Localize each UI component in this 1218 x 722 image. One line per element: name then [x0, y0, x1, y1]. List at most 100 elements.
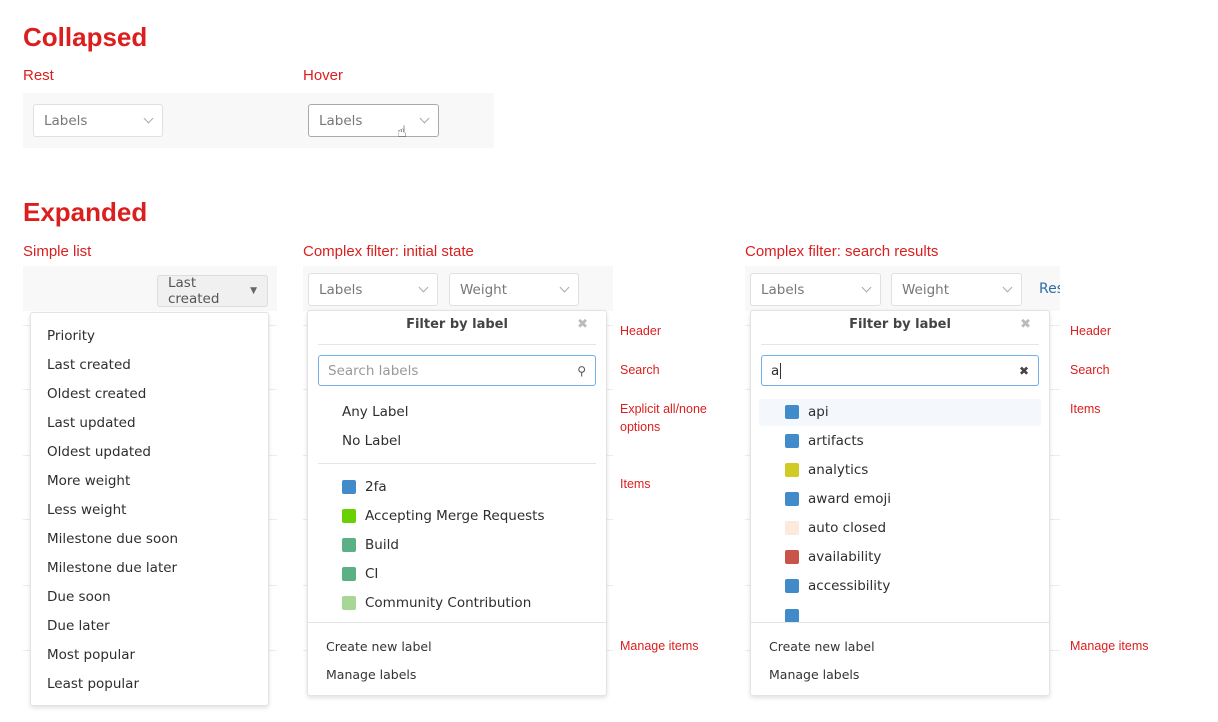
sort-text: Last created: [168, 275, 220, 307]
weight-filter-button[interactable]: Weight: [891, 273, 1022, 306]
create-new-label-link[interactable]: Create new label: [769, 639, 875, 654]
label-name: Community Contribution: [365, 594, 532, 611]
simple-list-label: Simple list: [23, 243, 92, 260]
label-color-swatch: [785, 462, 799, 477]
label-name: analytics: [808, 461, 869, 478]
label-item[interactable]: Build: [308, 530, 606, 559]
label-color-swatch: [785, 609, 799, 622]
search-labels-input[interactable]: Search labels ⚲: [318, 355, 596, 386]
label-name: artifacts: [808, 432, 864, 449]
label-item[interactable]: Accepting Merge Requests: [308, 501, 606, 530]
option-no-label[interactable]: No Label: [342, 432, 402, 449]
search-icon: ⚲: [577, 363, 586, 378]
chevron-down-icon: [419, 113, 430, 124]
annotation-search: Search: [1070, 363, 1110, 377]
label-item[interactable]: artifacts: [751, 426, 1049, 455]
clear-icon[interactable]: ✖: [1018, 363, 1029, 378]
sort-option[interactable]: Least popular: [47, 675, 140, 692]
sort-option[interactable]: Most popular: [47, 646, 136, 663]
labels-filter-button[interactable]: Labels: [750, 273, 881, 306]
close-icon[interactable]: ✖: [1020, 317, 1031, 332]
label-color-swatch: [785, 549, 799, 564]
expanded-title: Expanded: [23, 197, 148, 227]
label-color-swatch: [342, 537, 356, 552]
label-item[interactable]: CI: [308, 559, 606, 588]
label-item[interactable]: award emoji: [751, 484, 1049, 513]
label-name: Accepting Merge Requests: [365, 507, 545, 524]
label-name: availability: [808, 548, 882, 565]
labels-text: Labels: [761, 281, 805, 298]
annotation-manage: Manage items: [1070, 639, 1149, 653]
label-color-swatch: [342, 595, 356, 610]
sort-option[interactable]: Last updated: [47, 414, 136, 431]
manage-labels-link[interactable]: Manage labels: [769, 667, 860, 682]
sort-option[interactable]: Less weight: [47, 501, 127, 518]
annotation-search: Search: [620, 363, 660, 377]
chevron-down-icon: [861, 282, 872, 293]
annotation-items: Items: [1070, 402, 1101, 416]
sort-option[interactable]: Oldest created: [47, 385, 147, 402]
label-item[interactable]: accessibility: [751, 571, 1049, 600]
sort-option[interactable]: Milestone due later: [47, 559, 178, 576]
sort-option[interactable]: More weight: [47, 472, 131, 489]
search-labels-input[interactable]: a ✖: [761, 355, 1039, 386]
label-item[interactable]: analytics: [751, 455, 1049, 484]
label-item[interactable]: availability: [751, 542, 1049, 571]
sort-option[interactable]: Due later: [47, 617, 110, 634]
labels-filter-button[interactable]: Labels: [308, 273, 438, 306]
label-filter-dropdown: Filter by label ✖ Search labels ⚲ Any Lab…: [307, 310, 607, 696]
chevron-down-icon: [143, 113, 154, 124]
reset-link[interactable]: Res: [1039, 281, 1060, 297]
caret-down-icon: ▼: [250, 286, 257, 296]
label-item[interactable]: Community Contribution: [308, 588, 606, 617]
label-color-swatch: [785, 578, 799, 593]
chevron-down-icon: [418, 282, 429, 293]
label-name: award emoji: [808, 490, 891, 507]
label-name: Build: [365, 536, 399, 553]
sort-option[interactable]: Last created: [47, 356, 131, 373]
weight-text: Weight: [902, 281, 950, 298]
hover-label: Hover: [303, 67, 344, 84]
label-name: CI: [365, 565, 379, 582]
sort-option[interactable]: Milestone due soon: [47, 530, 179, 547]
label-color-swatch: [342, 508, 356, 523]
label-name: accessibility: [808, 577, 891, 594]
search-value: a: [771, 362, 782, 379]
sort-dropdown-button[interactable]: Last created ▼: [157, 275, 268, 307]
collapsed-title: Collapsed: [23, 22, 148, 52]
label-item[interactable]: auto closed: [751, 513, 1049, 542]
pointer-cursor-icon: ☝: [397, 122, 407, 141]
sort-option[interactable]: Due soon: [47, 588, 111, 605]
rest-label: Rest: [23, 67, 54, 84]
manage-labels-link[interactable]: Manage labels: [326, 667, 417, 682]
option-any-label[interactable]: Any Label: [342, 403, 409, 420]
sort-option[interactable]: Oldest updated: [47, 443, 152, 460]
labels-dropdown-hover[interactable]: Labels: [308, 104, 439, 137]
annotation-header: Header: [1070, 324, 1111, 338]
chevron-down-icon: [559, 282, 570, 293]
create-new-label-link[interactable]: Create new label: [326, 639, 432, 654]
annotation-manage: Manage items: [620, 639, 699, 653]
search-placeholder: Search labels: [328, 362, 419, 379]
sort-option[interactable]: Priority: [47, 327, 96, 344]
label-color-swatch: [785, 433, 799, 448]
annotation-items: Items: [620, 477, 651, 491]
chevron-down-icon: [1002, 282, 1013, 293]
annotation-header: Header: [620, 324, 661, 338]
label-color-swatch: [785, 491, 799, 506]
initial-state-label: Complex filter: initial state: [303, 243, 474, 260]
weight-filter-button[interactable]: Weight: [449, 273, 579, 306]
sort-dropdown-menu: Priority Last created Oldest created Last u…: [30, 312, 269, 706]
annotation-options: Explicit all/none options: [620, 402, 707, 434]
label-item[interactable]: 2fa: [308, 472, 606, 501]
label-item[interactable]: api: [759, 399, 1041, 426]
weight-text: Weight: [460, 281, 508, 298]
label-name: auto closed: [808, 519, 887, 536]
labels-text: Labels: [319, 112, 363, 129]
close-icon[interactable]: ✖: [577, 317, 588, 332]
label-color-swatch: [342, 479, 356, 494]
label-filter-dropdown-search: Filter by label ✖ a ✖ api artifacts analyti…: [750, 310, 1050, 696]
dropdown-header: Filter by label: [849, 317, 951, 332]
label-color-swatch: [785, 520, 799, 535]
labels-dropdown-rest[interactable]: Labels: [33, 104, 163, 137]
